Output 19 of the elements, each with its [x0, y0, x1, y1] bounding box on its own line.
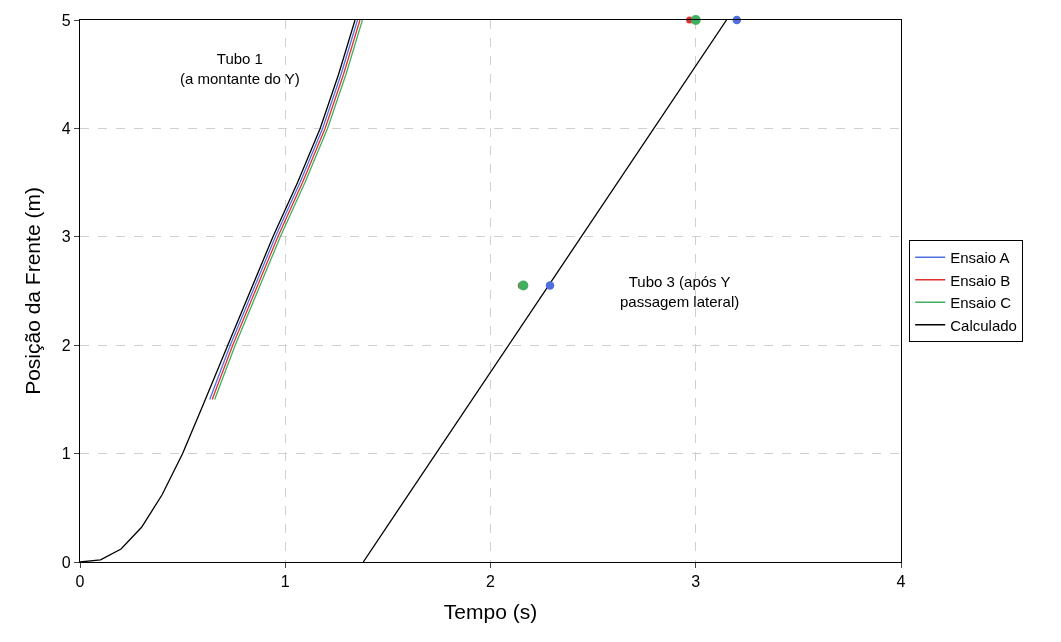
y-tick-label: 3 — [61, 228, 71, 246]
x-tick-label: 4 — [896, 573, 906, 591]
y-tick-label: 2 — [61, 336, 71, 354]
legend-label: Ensaio B — [950, 271, 1011, 289]
x-tick-label: 1 — [280, 573, 290, 591]
x-tick-label: 2 — [486, 573, 496, 591]
y-tick-label: 1 — [61, 445, 71, 463]
y-tick-label: 5 — [61, 11, 71, 29]
x-axis-title: Tempo (s) — [443, 600, 538, 624]
legend-label: Ensaio C — [950, 294, 1012, 312]
legend-label: Calculado — [950, 316, 1017, 334]
annotation: Tubo 1 (a montante do Y) — [180, 50, 300, 87]
y-tick-label: 4 — [61, 120, 71, 137]
y-axis-title: Posição da Frente (m) — [20, 187, 44, 395]
y-tick-label: 0 — [61, 553, 71, 571]
x-tick-label: 3 — [691, 573, 701, 591]
x-tick-label: 0 — [75, 573, 85, 591]
annotation: Tubo 3 (após Y passagem lateral) — [620, 273, 740, 310]
legend-label: Ensaio A — [950, 249, 1010, 267]
